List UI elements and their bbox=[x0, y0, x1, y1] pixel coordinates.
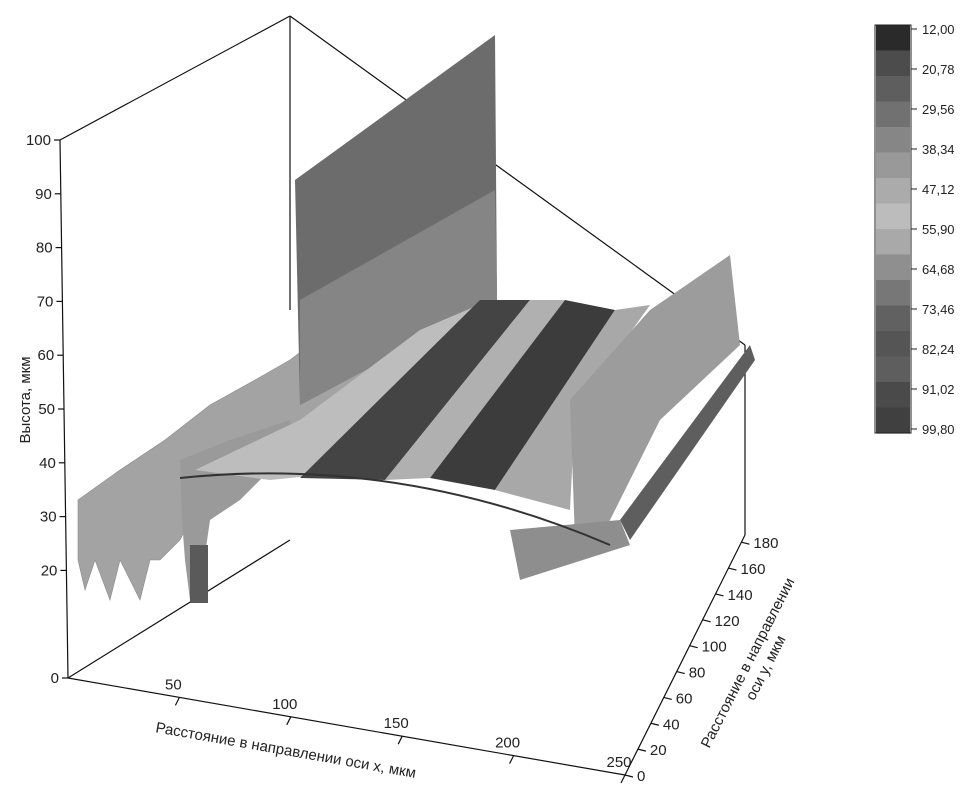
x-tick-mark bbox=[620, 774, 626, 784]
x-tick-label: 150 bbox=[384, 715, 409, 732]
x-tick-mark bbox=[286, 716, 292, 726]
x-tick-mark bbox=[397, 735, 403, 745]
y-tick-label: 160 bbox=[740, 561, 765, 578]
x-axis-label: Расстояние в направлении оси x, мкм bbox=[154, 719, 417, 782]
x-tick-mark bbox=[174, 697, 180, 706]
y-tick-label: 60 bbox=[676, 690, 693, 707]
colorbar-ticks: 12,00 20,78 29,56 38,34 47,12 55,90 64,68 73,46… bbox=[911, 22, 955, 437]
floor-back-left-edge bbox=[67, 539, 291, 679]
y-axis-line bbox=[624, 534, 746, 776]
z-tick-label: 100 bbox=[26, 132, 51, 149]
y-tick-label: 140 bbox=[728, 587, 753, 604]
colorbar-band bbox=[876, 254, 910, 281]
back-left-top-edge bbox=[59, 15, 291, 141]
z-tick-label: 40 bbox=[39, 455, 56, 472]
colorbar-band bbox=[876, 382, 910, 409]
y-tick-mark bbox=[715, 593, 724, 597]
surface-tall-blade-light bbox=[300, 190, 497, 405]
y-tick-label: 120 bbox=[715, 613, 740, 630]
y-tick-label: 180 bbox=[753, 535, 778, 552]
x-tick-mark bbox=[509, 755, 515, 764]
y-tick-mark bbox=[741, 541, 750, 545]
y-tick-label: 40 bbox=[663, 716, 680, 733]
colorbar-band bbox=[876, 50, 910, 77]
y-tick-label: 100 bbox=[702, 639, 727, 656]
z-tick-label: 70 bbox=[37, 293, 54, 310]
axes-frame bbox=[59, 15, 746, 776]
colorbar-band bbox=[876, 178, 910, 205]
y-tick-label: 80 bbox=[689, 665, 706, 682]
colorbar-tick-label: 99,80 bbox=[922, 422, 955, 437]
colorbar-tick-label: 47,12 bbox=[922, 182, 955, 197]
colorbar-band bbox=[876, 305, 910, 332]
colorbar-band bbox=[876, 203, 910, 230]
surface-dark-band-3 bbox=[430, 300, 615, 490]
y-tick-label: 20 bbox=[650, 742, 667, 759]
z-axis-label: Высота, мкм bbox=[17, 356, 34, 443]
z-axis-ticks: 0 20 30 40 50 60 70 80 90 100 bbox=[26, 132, 68, 687]
colorbar-band bbox=[876, 280, 910, 307]
surface-dark-band-1 bbox=[300, 300, 530, 480]
y-tick-mark bbox=[663, 696, 672, 700]
colorbar-band bbox=[876, 407, 910, 434]
colorbar-tick-label: 91,02 bbox=[922, 382, 955, 397]
colorbar bbox=[876, 25, 910, 434]
y-tick-mark bbox=[637, 748, 647, 752]
colorbar-band bbox=[876, 152, 910, 179]
colorbar-band bbox=[876, 356, 910, 383]
z-tick-label: 60 bbox=[38, 347, 55, 364]
y-tick-mark bbox=[689, 645, 698, 649]
x-tick-label: 200 bbox=[495, 735, 520, 752]
y-tick-mark bbox=[676, 670, 685, 675]
x-tick-label: 250 bbox=[606, 754, 631, 771]
y-axis-ticks: 0 20 40 60 80 100 120 140 160 180 bbox=[624, 535, 778, 785]
colorbar-band bbox=[876, 331, 910, 358]
z-tick-label: 80 bbox=[36, 240, 53, 257]
x-tick-label: 50 bbox=[165, 676, 182, 693]
colorbar-band bbox=[876, 76, 910, 103]
x-axis-ticks: 50 100 150 200 250 bbox=[165, 676, 632, 784]
y-tick-mark bbox=[728, 567, 737, 571]
colorbar-band bbox=[876, 229, 910, 256]
colorbar-tick-label: 55,90 bbox=[922, 222, 955, 237]
colorbar-tick-label: 64,68 bbox=[922, 262, 955, 277]
colorbar-tick-label: 20,78 bbox=[922, 62, 955, 77]
z-tick-label: 90 bbox=[35, 186, 52, 203]
colorbar-tick-label: 82,24 bbox=[922, 342, 955, 357]
surface-right-floor-strip bbox=[510, 520, 630, 580]
colorbar-band bbox=[876, 101, 910, 128]
back-right-top-edge bbox=[289, 15, 746, 346]
surface-right-slab bbox=[570, 255, 740, 540]
colorbar-band bbox=[876, 127, 910, 154]
x-axis-line bbox=[67, 677, 626, 776]
z-tick-label: 0 bbox=[51, 670, 59, 687]
z-tick-label: 20 bbox=[41, 562, 58, 579]
colorbar-tick-label: 73,46 bbox=[922, 302, 955, 317]
y-tick-mark bbox=[702, 619, 711, 623]
colorbar-tick-label: 12,00 bbox=[922, 22, 955, 37]
z-tick-label: 50 bbox=[38, 401, 55, 418]
colorbar-tick-label: 29,56 bbox=[922, 102, 955, 117]
surface-dark-spike-left bbox=[190, 545, 208, 603]
surface-light-band-2 bbox=[385, 300, 565, 480]
surface-front-curve bbox=[179, 472, 611, 546]
surface-right-edge bbox=[620, 345, 755, 540]
z-tick-label: 30 bbox=[40, 509, 57, 526]
y-tick-mark bbox=[624, 774, 634, 778]
x-tick-label: 100 bbox=[272, 696, 297, 713]
y-tick-mark bbox=[650, 722, 660, 726]
y-tick-label: 0 bbox=[637, 768, 645, 785]
colorbar-band bbox=[876, 25, 910, 52]
surface bbox=[77, 35, 755, 603]
colorbar-tick-label: 38,34 bbox=[922, 142, 955, 157]
